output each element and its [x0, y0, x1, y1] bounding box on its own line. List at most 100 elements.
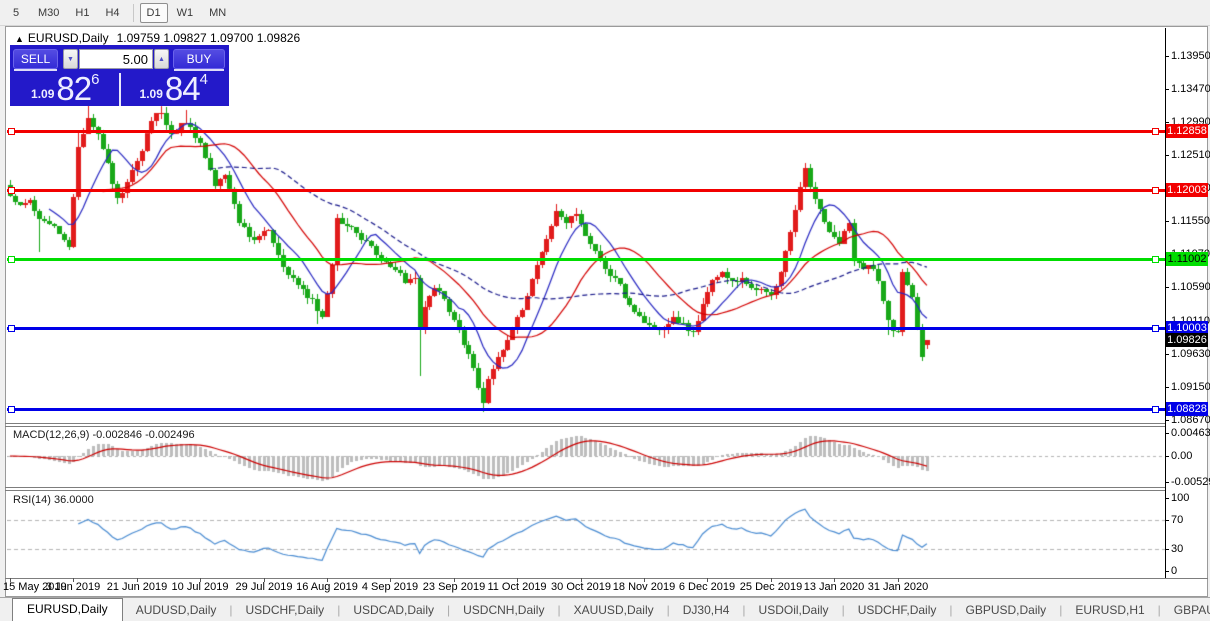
rsi-tick-mark	[1165, 549, 1169, 551]
volume-decrease-button[interactable]: ▼	[63, 49, 78, 69]
horizontal-line-1.11002[interactable]	[7, 258, 1165, 261]
one-click-trading-panel: SELL ▼ ▲ BUY 1.09 82 6 1.09 84 4	[10, 45, 229, 106]
date-tick-mark	[898, 578, 899, 582]
timeframe-button-5[interactable]: 5	[12, 6, 20, 19]
price-tick-label: 1.08670	[1171, 413, 1210, 426]
price-axis-line	[1165, 28, 1166, 578]
chart-tab-dj30-h4[interactable]: DJ30,H4	[682, 603, 730, 617]
chart-tab-audusd-daily[interactable]: AUDUSD,Daily	[135, 603, 217, 617]
tab-separator: |	[742, 603, 746, 617]
macd-tick-label: -0.005299	[1171, 476, 1210, 489]
line-handle	[1152, 324, 1159, 332]
line-handle	[8, 324, 15, 332]
line-handle	[1152, 186, 1159, 194]
price-level-badge-1.12858: 1.12858	[1166, 124, 1208, 138]
sell-button[interactable]: SELL	[13, 49, 58, 71]
line-handle	[8, 405, 15, 413]
horizontal-line-1.10003[interactable]	[7, 326, 1165, 330]
price-tick-mark	[1165, 386, 1169, 388]
current-price-badge: 1.09826	[1166, 333, 1208, 348]
buy-price-button[interactable]: 1.09 84 4	[122, 70, 227, 107]
line-handle	[8, 128, 15, 135]
macd-values: -0.002846 -0.002496	[92, 429, 195, 441]
sell-price-button[interactable]: 1.09 82 6	[13, 71, 118, 106]
timeframe-button-d1[interactable]: D1	[139, 2, 168, 23]
price-tick-label: 1.09150	[1171, 380, 1210, 393]
price-tick-mark	[1165, 55, 1169, 57]
chart-ohlc-values: 1.09759 1.09827 1.09700 1.09826	[116, 31, 301, 45]
date-tick-mark	[581, 578, 582, 582]
date-tick-mark	[73, 578, 74, 582]
date-label: 4 Sep 2019	[361, 581, 419, 593]
timeframe-button-w1[interactable]: W1	[176, 6, 194, 19]
macd-indicator-canvas[interactable]	[7, 427, 1165, 488]
price-tick-label: 1.10590	[1171, 281, 1210, 294]
buy-price-prefix: 1.09	[139, 87, 163, 101]
date-tick-mark	[264, 578, 265, 582]
horizontal-line-1.08828[interactable]	[7, 407, 1165, 411]
price-tick-mark	[1165, 287, 1169, 289]
chart-tab-usdchf-daily[interactable]: USDCHF,Daily	[245, 603, 325, 617]
price-level-badge-1.11002: 1.11002	[1166, 252, 1208, 266]
macd-tick-label: 0.00463	[1171, 426, 1210, 439]
chart-tab-usdcnh-daily[interactable]: USDCNH,Daily	[463, 603, 545, 617]
date-tick-mark	[137, 578, 138, 582]
date-label: 18 Nov 2019	[612, 581, 676, 593]
rsi-tick-mark	[1165, 571, 1169, 572]
timeframe-button-m30[interactable]: M30	[38, 6, 60, 19]
price-tick-label: 1.11550	[1171, 215, 1210, 228]
chart-tab-usdoil-daily[interactable]: USDOil,Daily	[758, 603, 829, 617]
tab-separator: |	[557, 603, 561, 617]
price-level-badge-1.10003: 1.10003	[1166, 320, 1208, 335]
price-tick-label: 1.13470	[1171, 82, 1210, 95]
volume-increase-button[interactable]: ▲	[154, 49, 169, 69]
timeframe-toolbar: 5 M30 H1 H4 D1 W1 MN	[0, 0, 1210, 26]
horizontal-line-1.12003[interactable]	[7, 188, 1165, 192]
toolbar-separator	[132, 3, 134, 22]
date-label: 29 Jul 2019	[235, 581, 293, 593]
rsi-name: RSI(14)	[13, 494, 51, 506]
panel-separator	[5, 490, 1166, 491]
rsi-indicator-canvas[interactable]	[7, 491, 1165, 578]
rsi-label: RSI(14) 36.0000	[13, 494, 94, 506]
tab-separator: |	[841, 603, 845, 617]
horizontal-line-1.12858[interactable]	[7, 130, 1165, 133]
price-tick-mark	[1165, 88, 1169, 90]
price-tick-mark	[1165, 353, 1169, 355]
timeframe-button-mn[interactable]: MN	[209, 6, 227, 19]
buy-price-big-digits: 84	[164, 70, 201, 107]
chart-tab-usdcad-daily[interactable]: USDCAD,Daily	[353, 603, 434, 617]
date-label: 23 Sep 2019	[422, 581, 486, 593]
line-handle	[1152, 128, 1159, 135]
chart-tab-gbpusd-daily[interactable]: GBPUSD,Daily	[965, 603, 1047, 617]
macd-tick-label: 0.00	[1171, 450, 1193, 462]
rsi-tick-label: 30	[1171, 543, 1184, 556]
chart-tab-usdchf-daily-2[interactable]: USDCHF,Daily	[857, 603, 937, 617]
chart-title: ▲ EURUSD,Daily 1.09759 1.09827 1.09700 1.0…	[15, 31, 300, 45]
panel-separator	[5, 426, 1166, 427]
sell-price-prefix: 1.09	[31, 87, 55, 101]
rsi-value: 36.0000	[53, 494, 94, 506]
rsi-tick-mark	[1165, 520, 1169, 522]
timeframe-button-h4[interactable]: H4	[105, 6, 120, 19]
date-label: 3 Jun 2019	[45, 581, 101, 593]
buy-button[interactable]: BUY	[173, 49, 225, 71]
chart-tab-gbpaud-h1[interactable]: GBPAUD,H1	[1173, 603, 1210, 617]
line-handle	[8, 256, 15, 263]
timeframe-button-h1[interactable]: H1	[75, 6, 90, 19]
panel-separator	[5, 487, 1166, 488]
date-label: 13 Jan 2020	[803, 581, 865, 593]
volume-input[interactable]	[79, 49, 153, 69]
tab-separator: |	[229, 603, 233, 617]
chart-tab-eurusd-daily[interactable]: EURUSD,Daily	[12, 598, 123, 621]
chart-tab-eurusd-h1[interactable]: EURUSD,H1	[1075, 603, 1145, 617]
date-label: 6 Dec 2019	[678, 581, 736, 593]
rsi-tick-label: 70	[1171, 514, 1184, 527]
date-tick-mark	[517, 578, 518, 582]
chart-tab-xauusd-daily[interactable]: XAUUSD,Daily	[573, 603, 654, 617]
date-tick-mark	[327, 578, 328, 582]
macd-name: MACD(12,26,9)	[13, 429, 90, 441]
macd-label: MACD(12,26,9) -0.002846 -0.002496	[13, 429, 195, 441]
chart-symbol-label: EURUSD,Daily	[27, 31, 109, 45]
